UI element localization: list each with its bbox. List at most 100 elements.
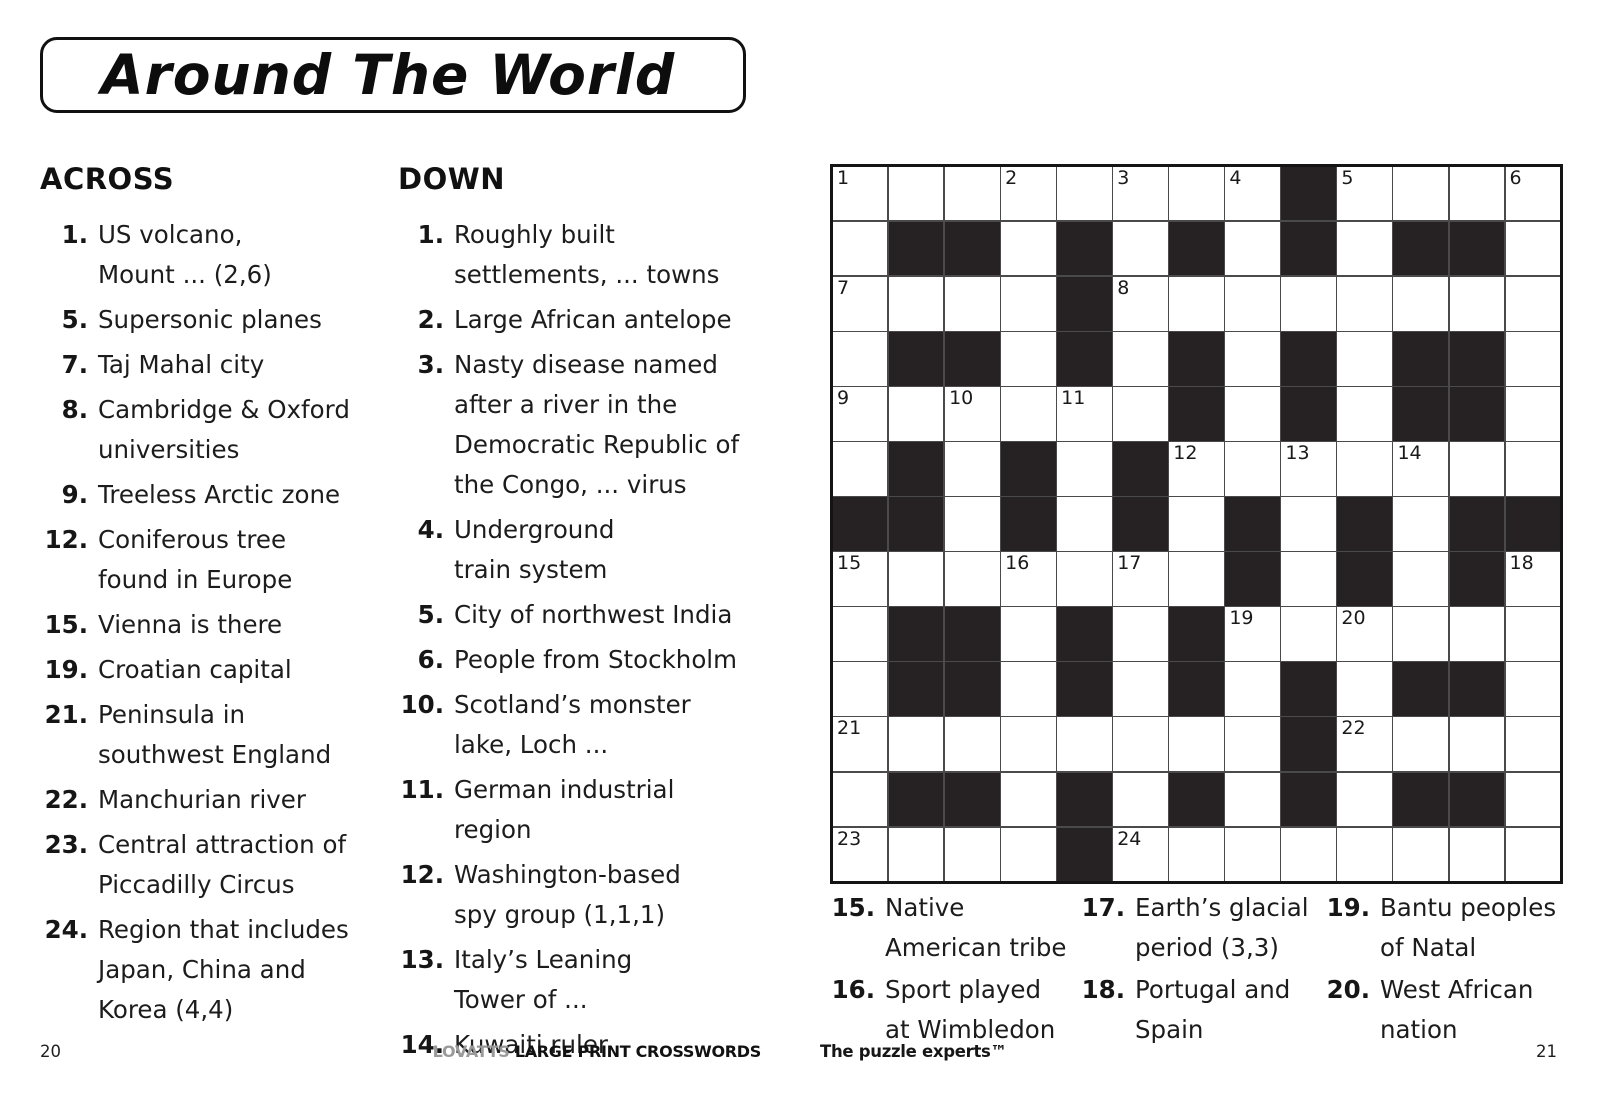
grid-cell[interactable]: 5 — [1337, 167, 1392, 221]
grid-cell[interactable] — [1449, 607, 1504, 661]
grid-cell[interactable] — [1169, 717, 1224, 771]
grid-cell[interactable] — [1113, 332, 1168, 386]
grid-cell[interactable]: 11 — [1057, 387, 1112, 441]
grid-cell[interactable]: 1 — [833, 167, 888, 221]
grid-cell[interactable] — [1393, 497, 1448, 551]
grid-cell[interactable] — [945, 167, 1000, 221]
grid-cell[interactable] — [1337, 387, 1392, 441]
grid-cell[interactable] — [945, 497, 1000, 551]
grid-cell[interactable]: 10 — [945, 387, 1000, 441]
grid-cell[interactable] — [1337, 222, 1392, 276]
grid-cell[interactable] — [1169, 497, 1224, 551]
grid-cell[interactable]: 18 — [1505, 552, 1560, 606]
grid-cell[interactable] — [1337, 662, 1392, 716]
grid-cell[interactable] — [1449, 827, 1504, 881]
grid-cell[interactable] — [833, 222, 888, 276]
grid-cell[interactable] — [1225, 662, 1280, 716]
grid-cell[interactable] — [1057, 497, 1112, 551]
grid-cell[interactable] — [1281, 607, 1336, 661]
grid-cell[interactable]: 9 — [833, 387, 888, 441]
grid-cell[interactable] — [1057, 442, 1112, 496]
grid-cell[interactable] — [889, 717, 944, 771]
grid-cell[interactable]: 19 — [1225, 607, 1280, 661]
grid-cell[interactable] — [1057, 552, 1112, 606]
grid-cell[interactable] — [1225, 332, 1280, 386]
grid-cell[interactable] — [1113, 772, 1168, 826]
grid-cell[interactable] — [1505, 717, 1560, 771]
grid-cell[interactable]: 17 — [1113, 552, 1168, 606]
grid-cell[interactable] — [945, 442, 1000, 496]
grid-cell[interactable] — [1393, 827, 1448, 881]
grid-cell[interactable] — [1337, 442, 1392, 496]
grid-cell[interactable] — [1505, 332, 1560, 386]
grid-cell[interactable]: 8 — [1113, 277, 1168, 331]
grid-cell[interactable] — [1449, 277, 1504, 331]
grid-cell[interactable] — [1505, 607, 1560, 661]
grid-cell[interactable] — [1505, 662, 1560, 716]
grid-cell[interactable] — [1001, 827, 1056, 881]
grid-cell[interactable] — [833, 332, 888, 386]
grid-cell[interactable] — [1113, 717, 1168, 771]
grid-cell[interactable] — [1393, 167, 1448, 221]
grid-cell[interactable]: 24 — [1113, 827, 1168, 881]
grid-cell[interactable] — [1449, 442, 1504, 496]
grid-cell[interactable] — [1337, 277, 1392, 331]
grid-cell[interactable]: 4 — [1225, 167, 1280, 221]
grid-cell[interactable] — [1393, 607, 1448, 661]
grid-cell[interactable] — [945, 717, 1000, 771]
grid-cell[interactable]: 12 — [1169, 442, 1224, 496]
grid-cell[interactable] — [1001, 332, 1056, 386]
grid-cell[interactable] — [1505, 387, 1560, 441]
grid-cell[interactable]: 21 — [833, 717, 888, 771]
grid-cell[interactable] — [1225, 717, 1280, 771]
grid-cell[interactable] — [1449, 717, 1504, 771]
grid-cell[interactable] — [1113, 662, 1168, 716]
grid-cell[interactable] — [1393, 717, 1448, 771]
grid-cell[interactable]: 14 — [1393, 442, 1448, 496]
grid-cell[interactable] — [1505, 222, 1560, 276]
grid-cell[interactable] — [889, 387, 944, 441]
grid-cell[interactable]: 2 — [1001, 167, 1056, 221]
grid-cell[interactable] — [889, 552, 944, 606]
grid-cell[interactable] — [1505, 827, 1560, 881]
grid-cell[interactable] — [1057, 717, 1112, 771]
grid-cell[interactable] — [1001, 387, 1056, 441]
grid-cell[interactable] — [1449, 167, 1504, 221]
grid-cell[interactable] — [1225, 277, 1280, 331]
grid-cell[interactable] — [1169, 167, 1224, 221]
grid-cell[interactable] — [1281, 827, 1336, 881]
grid-cell[interactable] — [1281, 277, 1336, 331]
grid-cell[interactable]: 22 — [1337, 717, 1392, 771]
grid-cell[interactable] — [1001, 222, 1056, 276]
grid-cell[interactable] — [833, 662, 888, 716]
grid-cell[interactable] — [1001, 662, 1056, 716]
grid-cell[interactable] — [889, 827, 944, 881]
grid-cell[interactable] — [1225, 442, 1280, 496]
grid-cell[interactable] — [1057, 167, 1112, 221]
grid-cell[interactable] — [833, 607, 888, 661]
grid-cell[interactable] — [1001, 607, 1056, 661]
grid-cell[interactable] — [1505, 772, 1560, 826]
grid-cell[interactable] — [833, 772, 888, 826]
grid-cell[interactable] — [1113, 387, 1168, 441]
grid-cell[interactable]: 3 — [1113, 167, 1168, 221]
grid-cell[interactable]: 23 — [833, 827, 888, 881]
grid-cell[interactable] — [833, 442, 888, 496]
grid-cell[interactable]: 16 — [1001, 552, 1056, 606]
grid-cell[interactable] — [889, 277, 944, 331]
grid-cell[interactable] — [1225, 827, 1280, 881]
grid-cell[interactable]: 20 — [1337, 607, 1392, 661]
grid-cell[interactable] — [1337, 827, 1392, 881]
grid-cell[interactable] — [1281, 497, 1336, 551]
grid-cell[interactable] — [889, 167, 944, 221]
grid-cell[interactable] — [1225, 387, 1280, 441]
grid-cell[interactable] — [1113, 607, 1168, 661]
grid-cell[interactable] — [945, 552, 1000, 606]
grid-cell[interactable]: 13 — [1281, 442, 1336, 496]
grid-cell[interactable] — [1169, 827, 1224, 881]
grid-cell[interactable] — [1001, 772, 1056, 826]
grid-cell[interactable] — [1001, 277, 1056, 331]
grid-cell[interactable] — [1337, 332, 1392, 386]
grid-cell[interactable] — [1225, 222, 1280, 276]
grid-cell[interactable] — [1225, 772, 1280, 826]
